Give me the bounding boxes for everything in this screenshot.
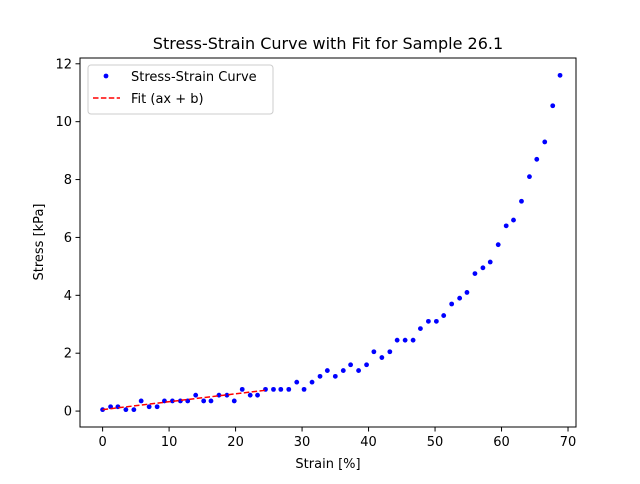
data-point [487, 259, 493, 265]
data-point [425, 318, 431, 324]
legend: Stress-Strain Curve Fit (ax + b) [87, 64, 274, 115]
y-axis-ticks: 0 2 4 6 8 10 12 [55, 57, 80, 420]
data-point [115, 404, 121, 410]
legend-box [87, 64, 274, 115]
data-point [271, 386, 276, 392]
data-point [317, 373, 323, 379]
data-point [348, 362, 354, 368]
data-point [286, 386, 292, 392]
data-point [402, 337, 408, 343]
data-point [457, 295, 463, 301]
plot-layer [100, 72, 563, 413]
data-point [247, 392, 253, 398]
x-tick-label: 10 [161, 435, 178, 450]
y-tick-label: 12 [55, 57, 72, 72]
y-tick-label: 4 [64, 289, 72, 304]
data-point [542, 139, 548, 145]
data-point [449, 301, 455, 307]
legend-label-scatter: Stress-Strain Curve [131, 70, 257, 85]
data-point [472, 271, 478, 277]
data-point [503, 223, 509, 229]
data-point [131, 407, 137, 413]
y-tick-label: 10 [55, 115, 72, 130]
data-point [410, 337, 416, 343]
data-point [294, 379, 300, 385]
data-point [324, 368, 330, 373]
data-point [208, 398, 214, 404]
data-point [480, 265, 486, 271]
data-point [231, 398, 237, 404]
plot-frame [79, 57, 577, 428]
data-point [527, 174, 532, 180]
data-point [418, 326, 423, 331]
x-tick-label: 20 [227, 435, 244, 450]
data-point [170, 398, 175, 404]
data-point [511, 217, 516, 223]
data-point [201, 398, 207, 404]
data-point [433, 318, 439, 324]
x-tick-label: 40 [360, 435, 377, 450]
x-tick-label: 0 [98, 435, 106, 450]
x-tick-label: 30 [294, 435, 311, 450]
data-point [138, 398, 144, 404]
data-point [356, 368, 361, 373]
data-point [557, 72, 563, 78]
data-point [441, 313, 447, 318]
x-tick-label: 60 [493, 435, 510, 450]
x-axis-ticks: 0 10 20 30 40 50 60 70 [98, 427, 576, 450]
legend-marker-scatter [103, 73, 109, 79]
y-tick-label: 0 [64, 405, 72, 420]
data-point [193, 392, 199, 398]
data-point [239, 386, 245, 392]
data-point [379, 355, 385, 360]
data-point [301, 386, 307, 392]
data-point [519, 198, 524, 204]
data-point [154, 404, 160, 410]
data-point [387, 349, 393, 355]
x-axis-label: Strain [%] [295, 457, 360, 472]
y-tick-label: 8 [64, 173, 72, 188]
data-point [550, 103, 556, 109]
fit-line [102, 389, 266, 411]
data-point [495, 242, 501, 248]
y-axis-label: Stress [kPa] [32, 204, 47, 281]
x-tick-label: 50 [427, 435, 444, 450]
data-point [340, 368, 346, 373]
data-point [534, 156, 540, 162]
legend-label-fit: Fit (ax + b) [131, 92, 204, 107]
y-tick-label: 6 [64, 231, 72, 246]
data-point [364, 362, 369, 368]
y-tick-label: 2 [64, 347, 72, 362]
data-point [278, 386, 284, 392]
data-point [464, 290, 470, 295]
data-point [332, 373, 338, 379]
x-tick-label: 70 [560, 435, 577, 450]
chart-title: Stress-Strain Curve with Fit for Sample … [153, 34, 503, 53]
data-point [255, 392, 260, 398]
data-point [177, 398, 183, 404]
data-point [123, 407, 129, 413]
data-point [394, 337, 400, 343]
data-point [146, 404, 152, 410]
data-point [371, 349, 377, 355]
data-point [309, 379, 315, 385]
